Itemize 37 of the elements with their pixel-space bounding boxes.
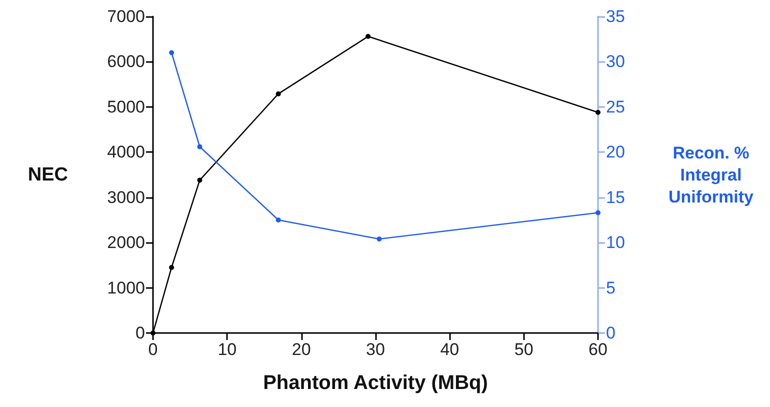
x-tick-label: 20 <box>292 340 311 359</box>
point <box>376 236 382 242</box>
y-tick-label: 0 <box>136 324 145 342</box>
point <box>197 144 202 150</box>
y2-axis-title: Recon. % Integral Uniformity <box>668 143 754 206</box>
y2-tick-label: 15 <box>606 188 625 207</box>
y2-tick-label: 20 <box>606 142 625 162</box>
y-tick-label: 5000 <box>107 97 145 116</box>
x-tick-label: 50 <box>514 340 534 359</box>
point <box>596 210 600 216</box>
point <box>169 264 174 270</box>
x-tick-label: 40 <box>440 340 460 359</box>
point <box>366 34 371 39</box>
y-tick-label: 7000 <box>107 7 145 26</box>
y-tick-label: 6000 <box>107 52 145 72</box>
y-tick-label: 2000 <box>107 233 145 252</box>
x-tick-label: 30 <box>366 340 385 359</box>
y2-tick-label: 0 <box>606 324 616 342</box>
point <box>276 217 281 222</box>
x-tick-label: 0 <box>148 340 158 359</box>
y-tick-label: 3000 <box>107 188 145 207</box>
y2-tick-label: 10 <box>606 233 625 252</box>
y-tick-label: 4000 <box>107 142 145 162</box>
x-tick-label: 10 <box>218 340 237 359</box>
y-tick-label: 1000 <box>107 278 145 298</box>
x-tick-label: 60 <box>588 340 608 359</box>
point <box>276 91 281 96</box>
y2-tick-label: 5 <box>606 278 616 298</box>
x-axis-title: Phantom Activity (MBq) <box>263 372 488 394</box>
y-axis-title: NEC <box>28 164 68 186</box>
point <box>197 178 202 183</box>
y2-tick-label: 25 <box>606 97 625 116</box>
y2-tick-label: 35 <box>606 7 625 26</box>
point <box>169 50 174 56</box>
y2-tick-label: 30 <box>606 52 625 72</box>
point <box>150 330 156 336</box>
point <box>596 110 600 115</box>
